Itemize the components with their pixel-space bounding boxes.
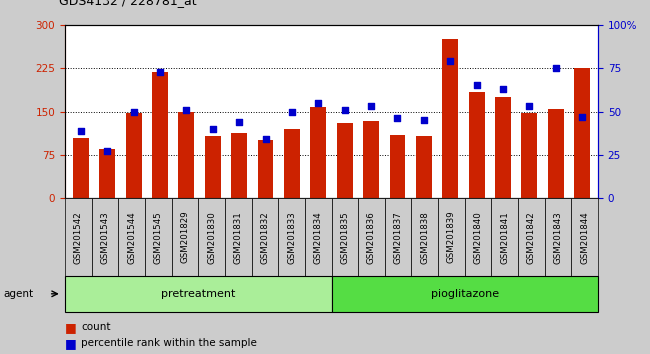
Point: [181, 107, 192, 113]
Bar: [125, 113, 142, 198]
Bar: [363, 121, 379, 198]
Text: GSM201835: GSM201835: [341, 211, 349, 264]
Text: GSM201843: GSM201843: [554, 211, 562, 264]
Text: GSM201834: GSM201834: [314, 211, 322, 264]
Point: [445, 58, 456, 64]
Point: [155, 69, 165, 74]
Bar: [205, 136, 221, 198]
Text: count: count: [81, 322, 110, 332]
Bar: [99, 149, 115, 198]
Text: GSM201833: GSM201833: [287, 211, 296, 264]
Text: GSM201841: GSM201841: [500, 211, 509, 264]
Point: [524, 103, 534, 109]
Bar: [442, 39, 458, 198]
Bar: [389, 135, 406, 198]
Point: [498, 86, 508, 92]
Point: [471, 82, 482, 88]
Bar: [469, 92, 484, 198]
Point: [551, 65, 561, 71]
Bar: [152, 72, 168, 198]
Text: GSM201545: GSM201545: [154, 211, 162, 264]
Text: percentile rank within the sample: percentile rank within the sample: [81, 338, 257, 348]
Bar: [311, 107, 326, 198]
Bar: [416, 136, 432, 198]
Point: [207, 126, 218, 132]
Text: GSM201837: GSM201837: [394, 211, 402, 264]
Bar: [495, 97, 511, 198]
Bar: [73, 137, 89, 198]
Text: GDS4132 / 228781_at: GDS4132 / 228781_at: [58, 0, 196, 7]
Point: [577, 114, 588, 120]
Text: GSM201836: GSM201836: [367, 211, 376, 264]
Text: agent: agent: [3, 289, 33, 299]
Point: [75, 128, 86, 133]
Text: ■: ■: [65, 321, 77, 334]
Text: GSM201839: GSM201839: [447, 211, 456, 263]
Point: [313, 100, 324, 105]
Text: GSM201830: GSM201830: [207, 211, 216, 264]
Point: [339, 107, 350, 113]
Text: GSM201844: GSM201844: [580, 211, 589, 264]
Bar: [548, 109, 564, 198]
Bar: [231, 133, 247, 198]
Text: GSM201842: GSM201842: [527, 211, 536, 264]
Bar: [521, 113, 538, 198]
Text: GSM201543: GSM201543: [101, 211, 109, 264]
Text: GSM201832: GSM201832: [261, 211, 269, 264]
Text: ■: ■: [65, 337, 77, 350]
Text: GSM201840: GSM201840: [474, 211, 482, 264]
Point: [419, 118, 429, 123]
Point: [102, 149, 112, 154]
Bar: [574, 68, 590, 198]
Text: GSM201544: GSM201544: [127, 211, 136, 264]
Point: [234, 119, 244, 125]
Point: [287, 109, 297, 114]
Text: pretreatment: pretreatment: [161, 289, 235, 299]
Point: [366, 103, 376, 109]
Point: [392, 116, 402, 121]
Text: GSM201831: GSM201831: [234, 211, 242, 264]
Text: GSM201829: GSM201829: [181, 211, 189, 263]
Point: [261, 136, 271, 142]
Text: pioglitazone: pioglitazone: [431, 289, 499, 299]
Point: [129, 109, 139, 114]
Text: GSM201838: GSM201838: [421, 211, 429, 264]
Text: GSM201542: GSM201542: [74, 211, 83, 264]
Bar: [337, 123, 352, 198]
Bar: [284, 129, 300, 198]
Bar: [179, 112, 194, 198]
Bar: [257, 141, 274, 198]
